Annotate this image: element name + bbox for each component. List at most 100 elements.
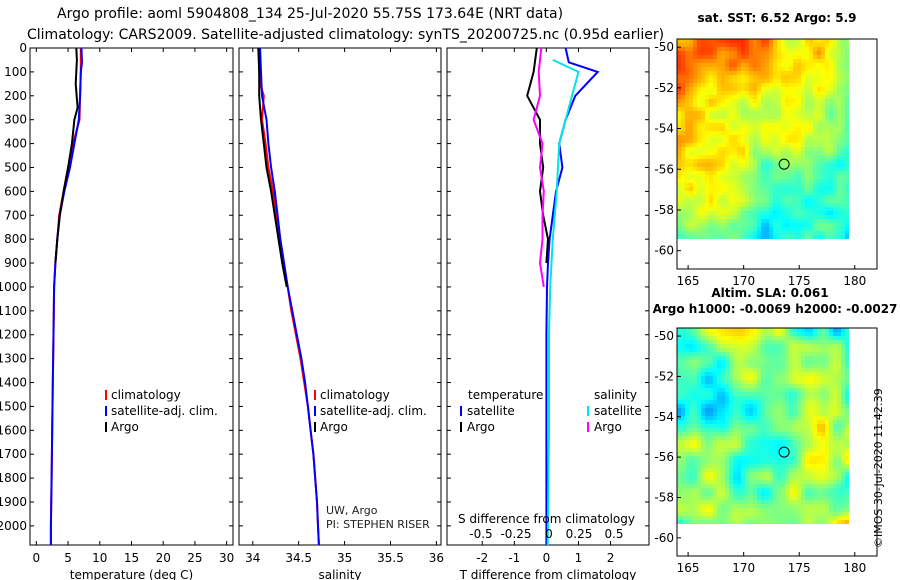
map-cell <box>705 416 709 420</box>
map-cell <box>689 372 693 376</box>
map-cell <box>737 131 741 135</box>
map-cell <box>793 55 797 59</box>
map-cell <box>701 167 705 171</box>
map-cell <box>833 207 837 211</box>
map-cell <box>717 199 721 203</box>
map-cell <box>717 344 721 348</box>
map-cell <box>785 416 789 420</box>
map-cell <box>801 388 805 392</box>
map-cell <box>797 436 801 440</box>
map-cell <box>709 203 713 207</box>
map-cell <box>765 219 769 223</box>
map-cell <box>733 484 737 488</box>
map-cell <box>761 227 765 231</box>
map-cell <box>721 91 725 95</box>
map-cell <box>745 412 749 416</box>
map-cell <box>765 163 769 167</box>
map-cell <box>725 223 729 227</box>
map-cell <box>817 103 821 107</box>
map-cell <box>689 235 693 239</box>
map-cell <box>685 356 689 360</box>
map-cell <box>709 496 713 500</box>
map-cell <box>689 123 693 127</box>
map-cell <box>733 376 737 380</box>
map-cell <box>733 480 737 484</box>
map-cell <box>837 348 841 352</box>
map-cell <box>729 71 733 75</box>
map-cell <box>749 452 753 456</box>
map-cell <box>713 183 717 187</box>
x-tick-label: -1 <box>508 551 520 565</box>
map-cell <box>745 444 749 448</box>
map-cell <box>709 412 713 416</box>
map-cell <box>829 520 833 524</box>
map-cell <box>757 444 761 448</box>
map-cell <box>793 444 797 448</box>
map-cell <box>721 119 725 123</box>
map-cell <box>809 508 813 512</box>
map-cell <box>825 51 829 55</box>
map-cell <box>701 380 705 384</box>
map-cell <box>733 360 737 364</box>
map-cell <box>801 187 805 191</box>
map-cell <box>793 67 797 71</box>
map-cell <box>753 79 757 83</box>
map-cell <box>741 211 745 215</box>
map-cell <box>829 448 833 452</box>
map-cell <box>845 384 849 388</box>
map-cell <box>797 99 801 103</box>
map-cell <box>725 171 729 175</box>
map-cell <box>697 360 701 364</box>
map-cell <box>709 103 713 107</box>
map-cell <box>737 143 741 147</box>
map-cell <box>837 452 841 456</box>
map-cell <box>725 436 729 440</box>
map-cell <box>789 336 793 340</box>
map-cell <box>773 123 777 127</box>
map-cell <box>765 372 769 376</box>
map-cell <box>793 63 797 67</box>
map-cell <box>689 456 693 460</box>
map-cell <box>801 508 805 512</box>
map-cell <box>801 223 805 227</box>
map-cell <box>765 47 769 51</box>
map-cell <box>785 215 789 219</box>
map-cell <box>765 388 769 392</box>
map-cell <box>685 392 689 396</box>
map-cell <box>685 344 689 348</box>
map-cell <box>709 484 713 488</box>
map-cell <box>725 500 729 504</box>
map-cell <box>717 71 721 75</box>
map-cell <box>837 456 841 460</box>
legend-label: Argo <box>320 420 348 434</box>
map-cell <box>745 43 749 47</box>
map-cell <box>693 420 697 424</box>
map-cell <box>729 388 733 392</box>
map-cell <box>841 368 845 372</box>
map-cell <box>709 127 713 131</box>
map-cell <box>693 67 697 71</box>
map-cell <box>801 211 805 215</box>
map-cell <box>689 480 693 484</box>
map-cell <box>745 512 749 516</box>
map-cell <box>709 91 713 95</box>
map-cell <box>765 167 769 171</box>
map-cell <box>813 71 817 75</box>
map-cell <box>785 352 789 356</box>
map-cell <box>813 464 817 468</box>
map-cell <box>685 115 689 119</box>
map-cell <box>757 500 761 504</box>
map-cell <box>717 424 721 428</box>
map-cell <box>805 464 809 468</box>
map-cell <box>785 139 789 143</box>
map-cell <box>685 127 689 131</box>
map-cell <box>757 163 761 167</box>
map-cell <box>833 412 837 416</box>
map-cell <box>729 91 733 95</box>
map-cell <box>685 139 689 143</box>
map-cell <box>841 520 845 524</box>
map-cell <box>757 135 761 139</box>
map-cell <box>725 227 729 231</box>
map-cell <box>777 336 781 340</box>
map-cell <box>781 456 785 460</box>
